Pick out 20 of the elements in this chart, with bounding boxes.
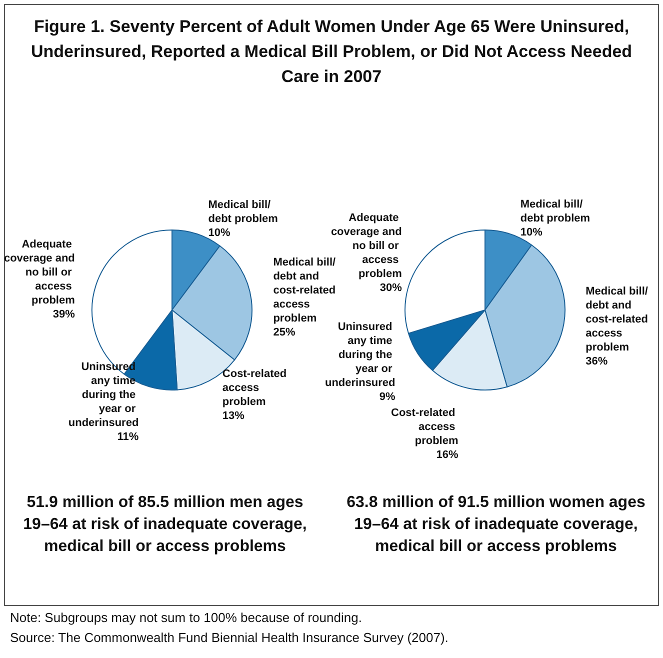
text: 63.8 million of 91.5 million women ages 19–64 at risk of inadequate coverage, medical bill or access problems	[346, 493, 646, 557]
data-label: 39%	[52, 308, 76, 321]
data-label: 36%	[586, 355, 608, 368]
text: 51.9 million of 85.5 million men ages 19–64 at risk of inadequate coverage, medical bill or access problems	[22, 493, 308, 557]
data-label: 16%	[436, 449, 458, 462]
slice-label: Cost-related access problem	[391, 407, 458, 448]
data-label: 25%	[273, 326, 296, 339]
slice-label: Cost-related access problem	[222, 368, 290, 408]
data-label: 9%	[379, 391, 396, 404]
data-label: 10%	[208, 226, 230, 239]
data-label: 13%	[222, 410, 245, 422]
slice-label: Medical bill/debt and cost-related access problem	[586, 285, 652, 354]
data-label: 30%	[380, 282, 402, 294]
data-label: 11%	[117, 431, 139, 444]
source-note: Source: The Commonwealth Fund Biennial Health Insurance Survey (2007).	[10, 629, 448, 647]
chart-title: Figure 1. Seventy Percent of Adult Women Under Age 65 Were Uninsured, Underinsured, Reported a Medical Bill Problem, or Did Not Access Needed Care in 2007	[30, 16, 634, 88]
data-label: 10%	[520, 226, 543, 239]
slice-label: Medical bill/debt problem	[208, 198, 278, 225]
slice-label: Medical bill/debt problem	[520, 198, 590, 225]
text: Note: Subgroups may not sum to 100% because of rounding.	[10, 609, 363, 627]
